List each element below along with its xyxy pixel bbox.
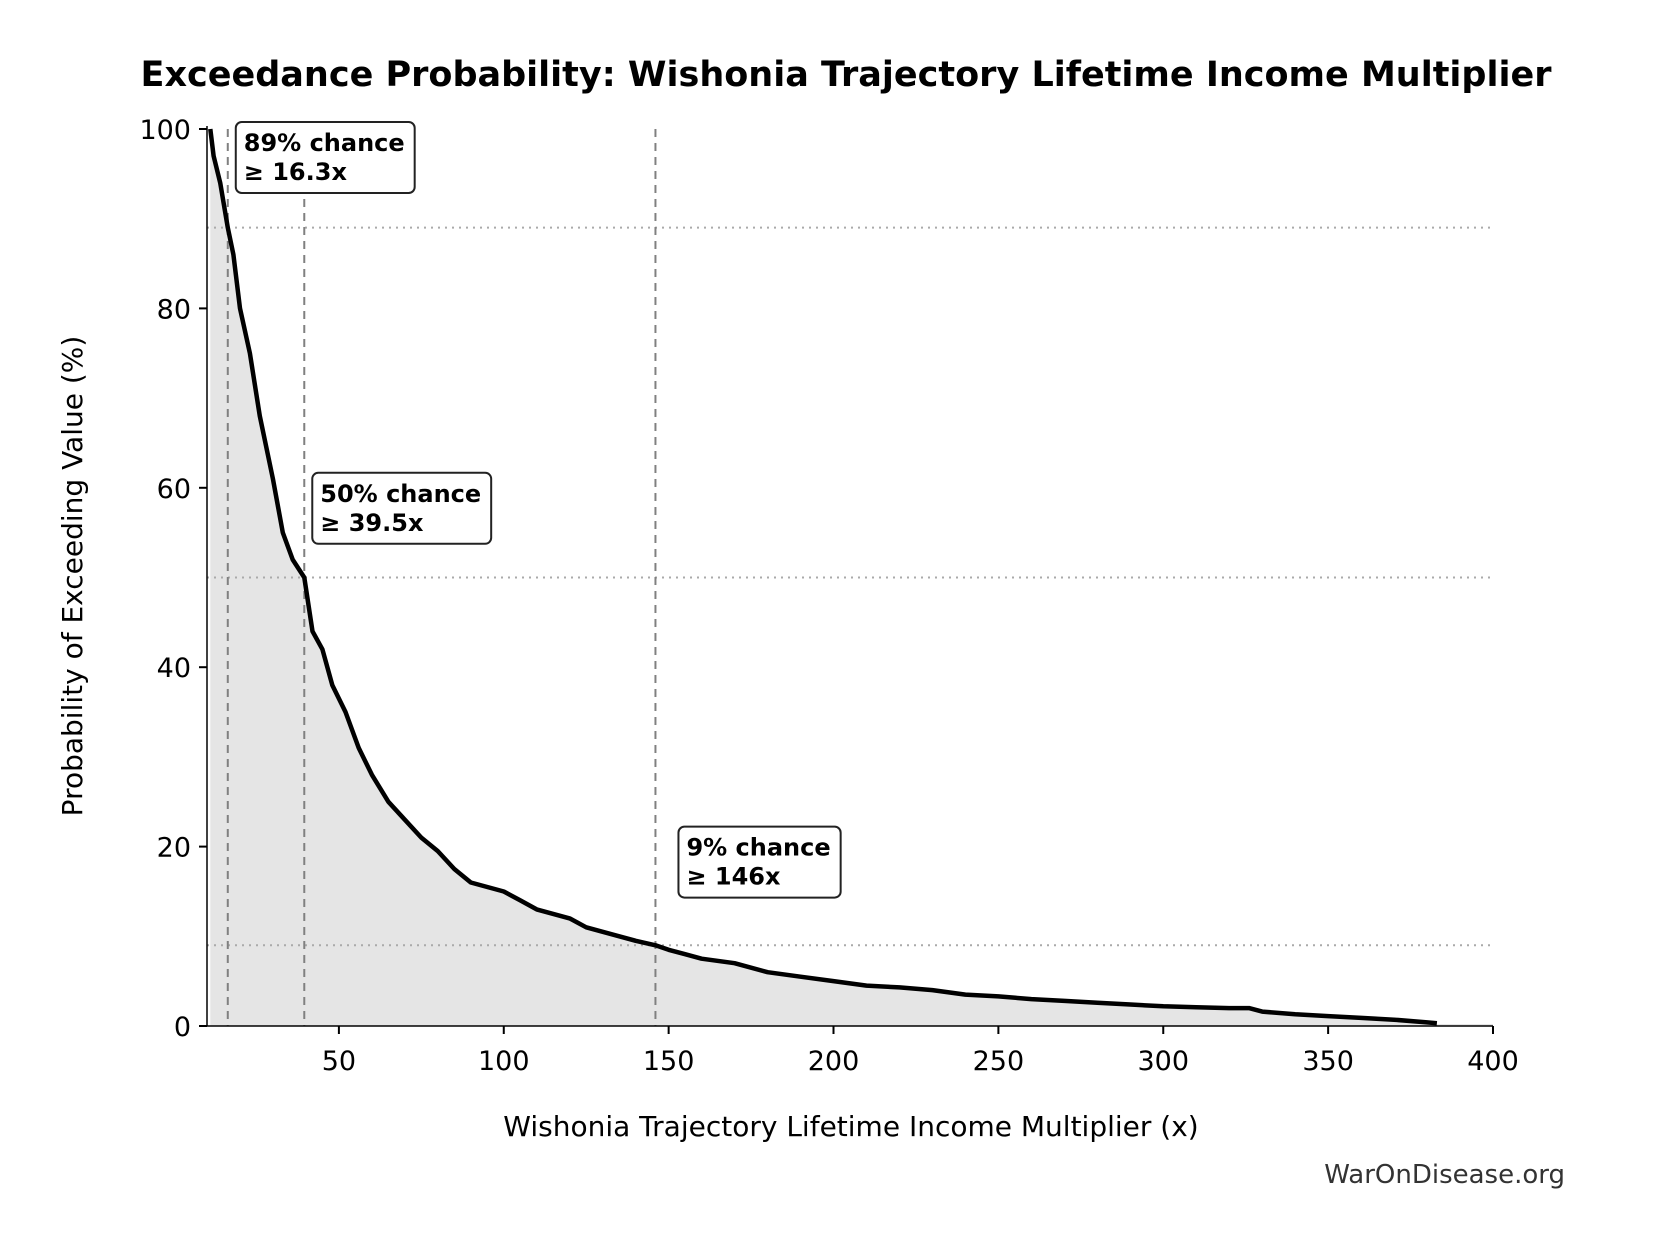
annotation-frame: [234, 121, 416, 194]
axes: 50 100 150 200 250 300 350 400 0 20 40 60 80 100: [139, 115, 1518, 1077]
x-tick-label: 100: [478, 1046, 530, 1077]
watermark: WarOnDisease.org: [1324, 1160, 1565, 1190]
exceedance-curve: [208, 128, 1438, 1026]
x-axis-label: Wishonia Trajectory Lifetime Income Mult…: [503, 1110, 1198, 1143]
annotation-probability: 50% chance: [320, 480, 481, 508]
y-tick-label: 20: [157, 833, 191, 864]
annotation-threshold: ≥ 39.5x: [320, 509, 424, 537]
y-tick-label: 0: [174, 1012, 191, 1043]
y-tick-label: 40: [157, 653, 191, 684]
x-tick-label: 150: [643, 1046, 695, 1077]
annotation-frame: [311, 471, 493, 545]
exceedance-area-fill: [210, 129, 1437, 1026]
probability-reference-lines: [207, 226, 1493, 947]
annotation-threshold: ≥ 146x: [686, 863, 781, 891]
annotation-probability: 89% chance: [244, 129, 405, 157]
y-tick-label: 100: [139, 115, 191, 146]
chart-title: Exceedance Probability: Wishonia Traject…: [141, 55, 1553, 95]
y-tick-label: 80: [157, 294, 191, 325]
plot-area: [207, 128, 1493, 1026]
x-tick-label: 250: [973, 1046, 1025, 1077]
x-tick-label: 350: [1302, 1046, 1354, 1077]
annotations: 89% chance≥ 16.3x 50% chance≥ 39.5x 9% cha…: [234, 121, 842, 899]
annotation-threshold: ≥ 16.3x: [244, 158, 348, 186]
annotation-frame: [677, 825, 842, 899]
x-axis-ticks: 50 100 150 200 250 300 350 400: [322, 1026, 1519, 1077]
annotation-probability: 9% chance: [686, 834, 830, 862]
x-tick-label: 200: [808, 1046, 860, 1077]
x-tick-label: 400: [1467, 1046, 1519, 1077]
area-baseline: [1436, 1024, 1493, 1026]
annotation-box: 50% chance≥ 39.5x: [311, 471, 493, 545]
y-tick-label: 60: [157, 474, 191, 505]
x-tick-label: 300: [1137, 1046, 1189, 1077]
y-axis-label: Probability of Exceeding Value (%): [56, 336, 89, 817]
annotation-box: 89% chance≥ 16.3x: [234, 121, 416, 194]
x-tick-label: 50: [322, 1046, 356, 1077]
annotation-box: 9% chance≥ 146x: [677, 825, 842, 899]
y-axis-ticks: 0 20 40 60 80 100: [139, 115, 207, 1043]
